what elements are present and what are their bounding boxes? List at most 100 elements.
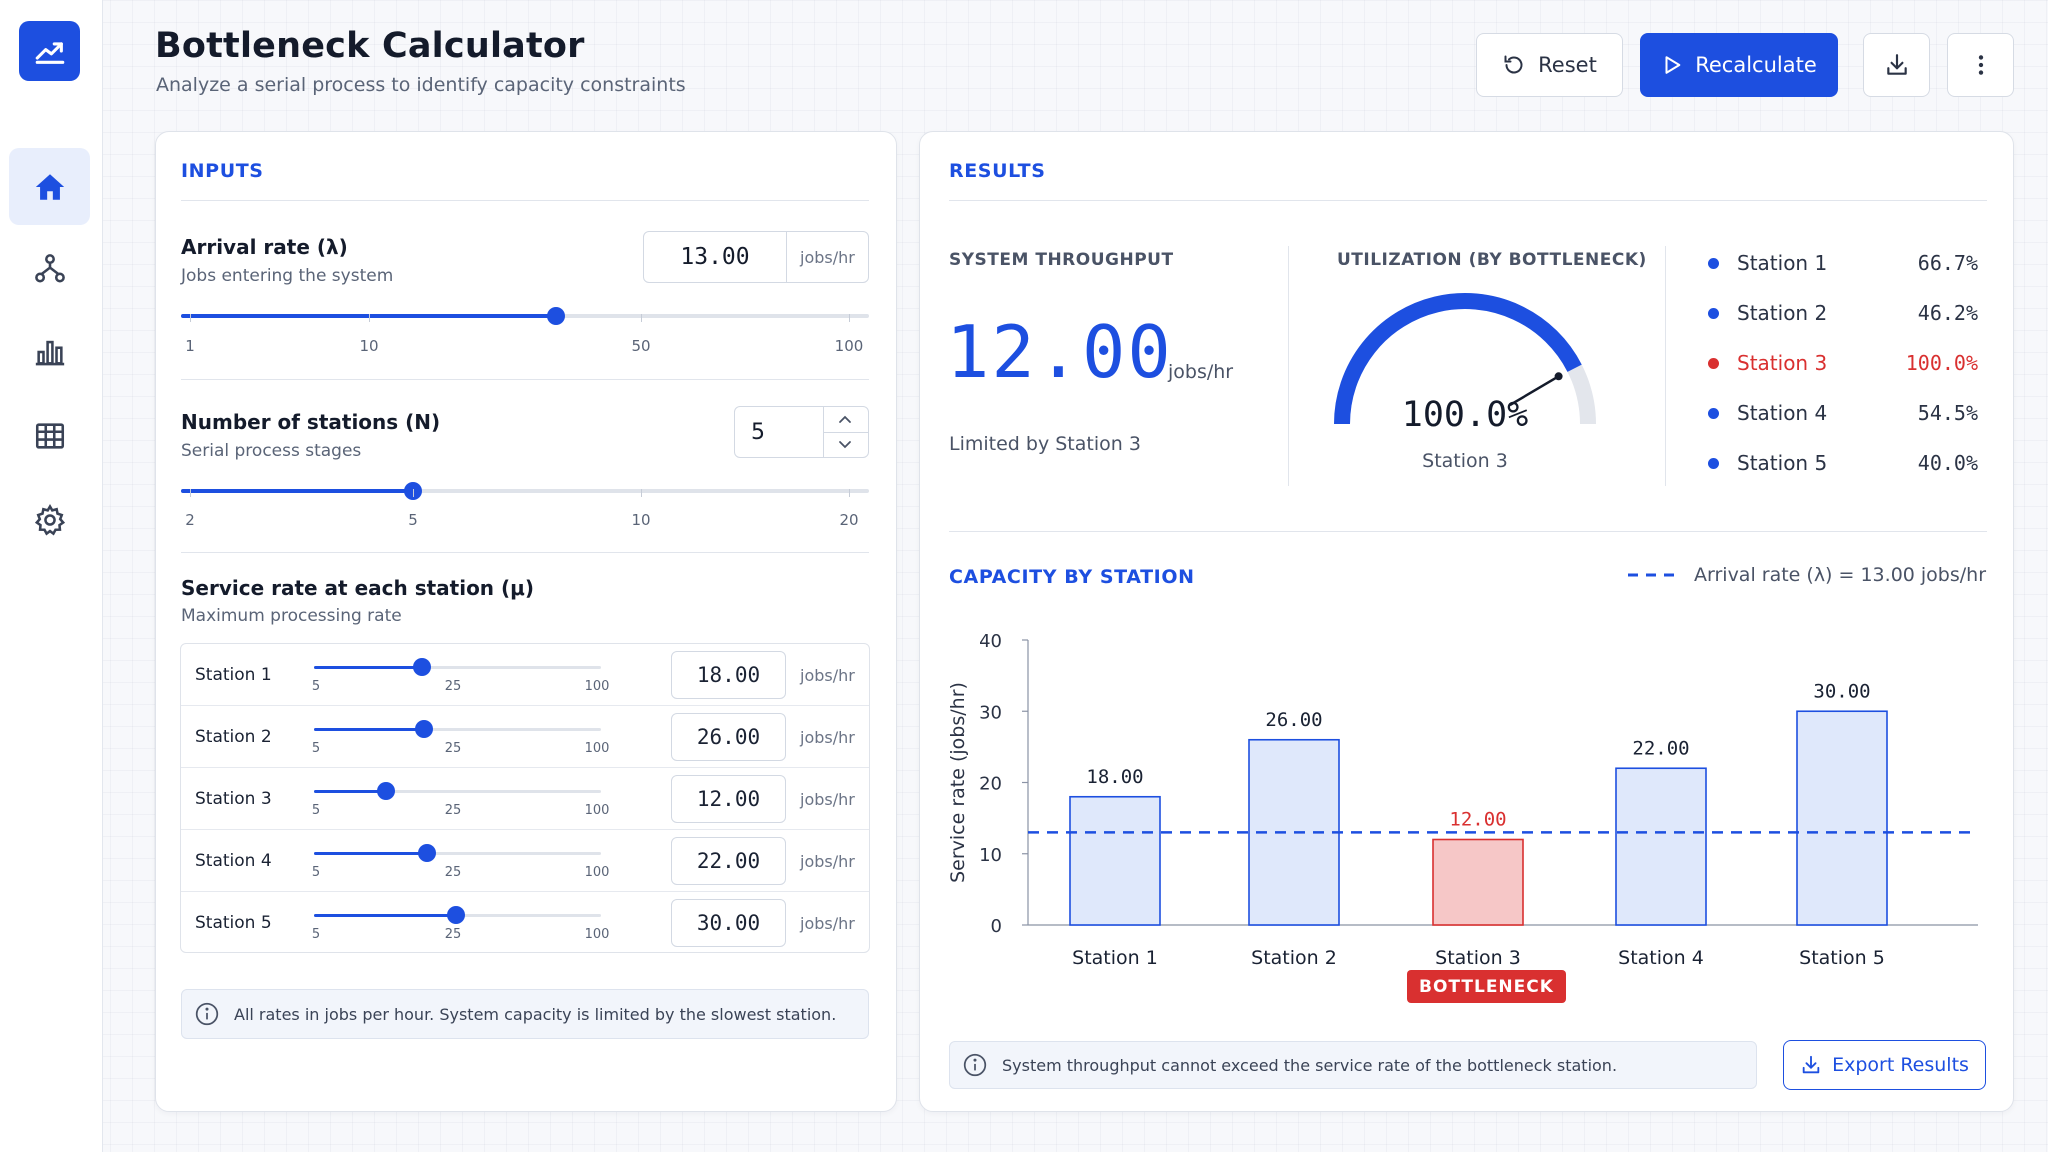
chevron-down-icon[interactable] [837,437,853,451]
x-tick-label: Station 2 [1251,947,1337,969]
legend-station: Station 2 [1737,301,1828,325]
divider [949,531,1987,532]
divider [181,552,869,553]
bar-value-label: 30.00 [1813,680,1870,702]
legend-item: Station 2 46.2% [1708,299,1978,329]
reset-button[interactable]: Reset [1476,33,1623,97]
service-rate-row: Station 4 5 25 100 22.00 jobs/hr [181,830,869,892]
throughput-note: Limited by Station 3 [949,433,1141,455]
legend-dot [1708,408,1719,419]
service-rate-input[interactable]: 18.00 [671,651,786,699]
divider [181,379,869,380]
slider-tick-label: 5 [311,679,321,694]
bar [1432,838,1524,926]
arrival-rate-input[interactable]: 13.00 jobs/hr [643,231,869,283]
service-rate-input[interactable]: 30.00 [671,899,786,947]
service-rate-row: Station 5 5 25 100 30.00 jobs/hr [181,892,869,954]
sidebar [0,0,103,1152]
slider-tick-label: 25 [444,741,462,756]
play-icon [1665,56,1681,74]
slider-tick [190,489,191,497]
bar-chart-icon [35,340,64,365]
capacity-title: CAPACITY BY STATION [949,566,1195,588]
slider-tick-label: 5 [311,741,321,756]
slider-thumb[interactable] [546,307,565,325]
legend-item: Station 3 100.0% [1708,349,1978,379]
dashed-line-icon [1628,573,1680,577]
slider-tick [849,314,850,322]
home-icon [35,173,64,200]
slider-tick-label: 10 [359,337,379,355]
slider-fill [314,666,422,669]
legend-station: Station 1 [1737,251,1828,275]
sidebar-item-analytics[interactable] [9,313,90,390]
legend-value: 100.0% [1905,351,1978,375]
stations-count-stepper[interactable]: 5 [734,406,869,458]
slider-tick-label: 5 [311,927,321,942]
legend-station: Station 3 [1737,351,1828,375]
legend-dot [1708,258,1719,269]
download-icon [1802,1055,1820,1074]
legend-item: Station 5 40.0% [1708,449,1978,479]
more-options-button[interactable] [1947,33,2014,97]
slider-fill [181,489,413,493]
station-name: Station 4 [195,851,272,871]
slider-tick-label: 100 [584,865,610,880]
legend-station: Station 5 [1737,451,1828,475]
slider-tick-label: 100 [584,679,610,694]
app-logo[interactable] [19,21,80,81]
bar [1615,767,1707,926]
inputs-info-box: All rates in jobs per hour. System capac… [181,989,869,1039]
slider-thumb[interactable] [412,658,431,676]
slider-tick-label: 50 [631,337,651,355]
service-rate-input[interactable]: 26.00 [671,713,786,761]
slider-tick [641,314,642,322]
slider-fill [181,314,556,318]
slider-thumb[interactable] [376,782,395,800]
service-rate-input[interactable]: 22.00 [671,837,786,885]
service-rate-row: Station 2 5 25 100 26.00 jobs/hr [181,706,869,768]
slider-thumb[interactable] [403,482,422,500]
throughput-label: SYSTEM THROUGHPUT [949,250,1174,270]
reset-icon [1504,55,1523,74]
results-info-text: System throughput cannot exceed the serv… [1002,1055,1618,1075]
slider-track [314,790,601,793]
chevron-up-icon[interactable] [837,413,853,427]
export-results-button[interactable]: Export Results [1783,1040,1986,1090]
station-name: Station 5 [195,913,272,933]
slider-thumb[interactable] [447,906,466,924]
slider-fill [314,914,457,917]
slider-thumb[interactable] [418,844,437,862]
results-info-box: System throughput cannot exceed the serv… [949,1041,1757,1089]
sidebar-item-table[interactable] [9,397,90,474]
slider-tick [413,489,414,497]
download-button[interactable] [1863,33,1930,97]
slider-thumb[interactable] [415,720,434,738]
recalculate-button[interactable]: Recalculate [1640,33,1838,97]
slider-track [314,666,601,669]
sidebar-item-home[interactable] [9,148,90,225]
slider-tick-label: 1 [185,337,195,355]
stations-count-label: Number of stations (N) [181,410,441,434]
export-results-label: Export Results [1832,1054,1969,1076]
utilization-value: 100.0% [1401,395,1529,435]
arrival-rate-unit: jobs/hr [800,247,855,267]
sidebar-item-network[interactable] [9,230,90,307]
sidebar-item-settings[interactable] [9,481,90,558]
station-name: Station 3 [195,789,272,809]
service-rate-unit: jobs/hr [800,666,855,685]
service-rate-unit: jobs/hr [800,852,855,871]
bar-value-label: 26.00 [1265,709,1322,731]
gauge-needle [1509,375,1560,407]
slider-fill [314,728,425,731]
slider-tick-label: 25 [444,927,462,942]
x-tick-label: Station 4 [1618,947,1704,969]
stations-count-sub: Serial process stages [181,441,362,461]
legend-dot [1708,358,1719,369]
bar-value-label: 12.00 [1449,809,1506,831]
divider [949,200,1987,201]
service-rate-input[interactable]: 12.00 [671,775,786,823]
table-icon [35,422,64,449]
slider-tick-label: 10 [631,511,651,529]
slider-tick-label: 2 [185,511,195,529]
